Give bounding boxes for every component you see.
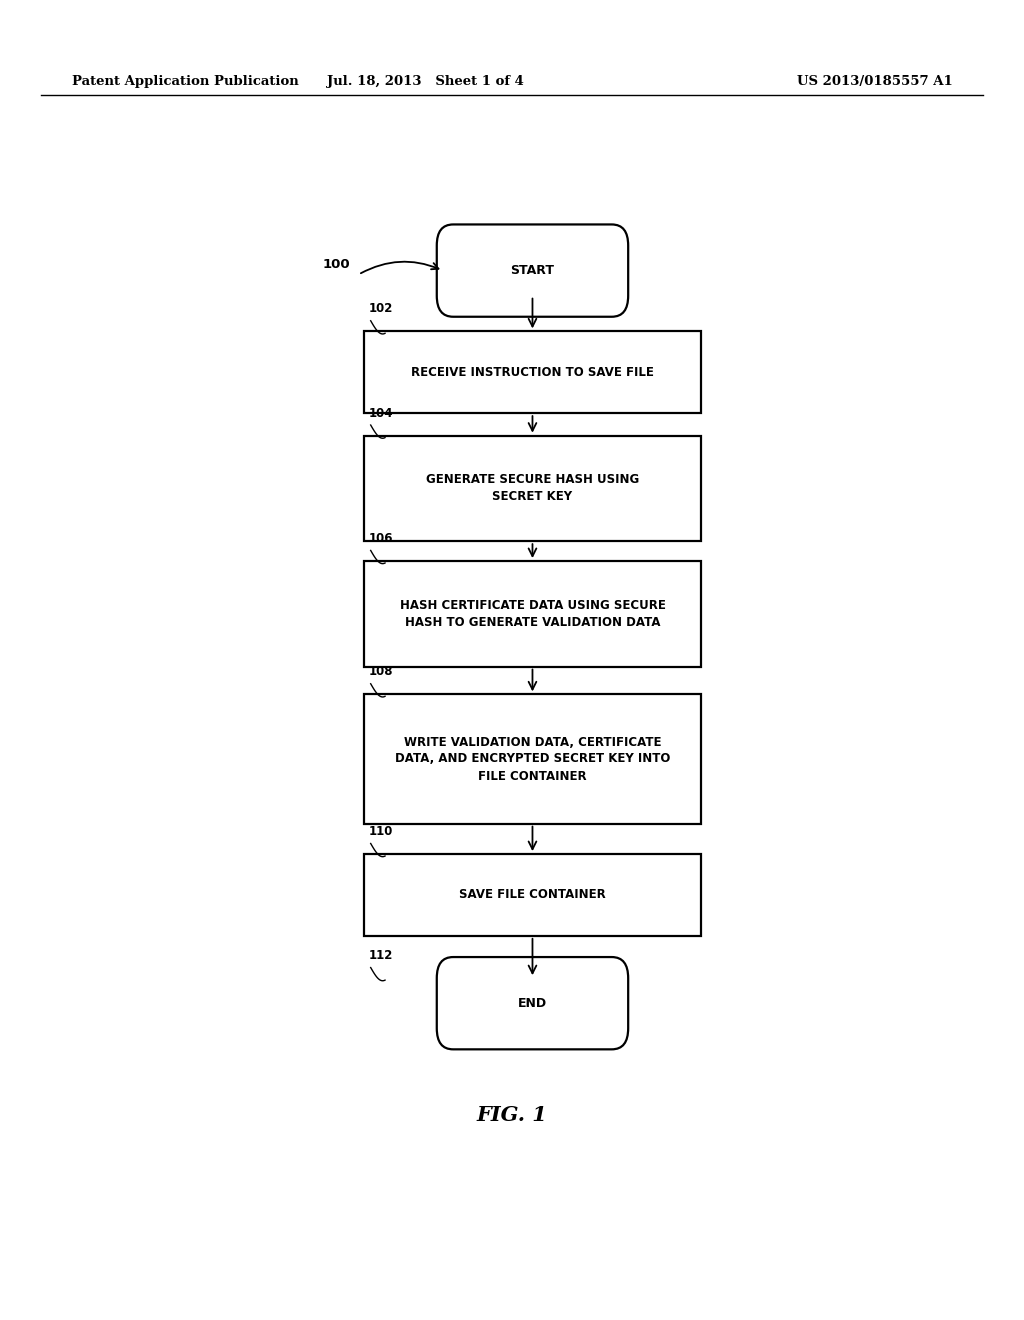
Text: FIG. 1: FIG. 1 xyxy=(476,1105,548,1126)
Text: Patent Application Publication: Patent Application Publication xyxy=(72,75,298,88)
Bar xyxy=(364,331,701,413)
Text: 110: 110 xyxy=(369,825,393,838)
Text: 104: 104 xyxy=(369,407,393,420)
Bar xyxy=(364,694,701,824)
Text: GENERATE SECURE HASH USING
SECRET KEY: GENERATE SECURE HASH USING SECRET KEY xyxy=(426,474,639,503)
Text: START: START xyxy=(511,264,554,277)
Text: 102: 102 xyxy=(369,302,393,315)
Bar xyxy=(364,561,701,667)
Text: HASH CERTIFICATE DATA USING SECURE
HASH TO GENERATE VALIDATION DATA: HASH CERTIFICATE DATA USING SECURE HASH … xyxy=(399,599,666,628)
Text: RECEIVE INSTRUCTION TO SAVE FILE: RECEIVE INSTRUCTION TO SAVE FILE xyxy=(411,366,654,379)
Text: 106: 106 xyxy=(369,532,393,545)
Text: WRITE VALIDATION DATA, CERTIFICATE
DATA, AND ENCRYPTED SECRET KEY INTO
FILE CONT: WRITE VALIDATION DATA, CERTIFICATE DATA,… xyxy=(395,735,670,783)
FancyBboxPatch shape xyxy=(437,957,628,1049)
Text: 100: 100 xyxy=(323,257,350,271)
Text: 112: 112 xyxy=(369,949,393,962)
Text: US 2013/0185557 A1: US 2013/0185557 A1 xyxy=(797,75,952,88)
Bar xyxy=(364,436,701,541)
Bar xyxy=(364,854,701,936)
FancyBboxPatch shape xyxy=(437,224,628,317)
Text: END: END xyxy=(518,997,547,1010)
Text: Jul. 18, 2013   Sheet 1 of 4: Jul. 18, 2013 Sheet 1 of 4 xyxy=(327,75,523,88)
Text: 108: 108 xyxy=(369,665,393,678)
Text: SAVE FILE CONTAINER: SAVE FILE CONTAINER xyxy=(459,888,606,902)
